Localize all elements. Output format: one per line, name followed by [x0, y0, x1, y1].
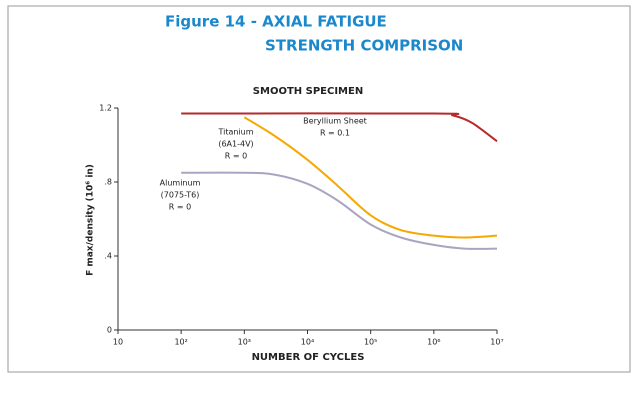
- chart-title: Figure 14 - AXIAL FATIGUE: [165, 13, 387, 31]
- y-axis-label: F max/density (10⁶ in): [86, 164, 96, 276]
- x-tick-label: 10²: [174, 338, 187, 347]
- line-series: [243, 116, 498, 239]
- series-label-detail: R = 0: [169, 203, 191, 212]
- series-label-detail: (7075-T6): [161, 191, 200, 200]
- x-tick-label: 10⁵: [364, 338, 377, 347]
- x-tick-label: 10³: [238, 338, 251, 347]
- chart-subtitle: SMOOTH SPECIMEN: [253, 86, 363, 97]
- series-label-detail: (6A1-4V): [218, 140, 253, 149]
- x-tick-label: 10: [113, 338, 123, 347]
- line-series: [181, 171, 498, 250]
- series-label: Beryllium Sheet: [303, 117, 367, 126]
- y-tick-label: 1.2: [99, 104, 112, 113]
- y-tick-label: .4: [104, 252, 112, 261]
- x-axis-label: NUMBER OF CYCLES: [252, 352, 365, 363]
- x-tick-label: 10⁶: [427, 338, 440, 347]
- chart-title: STRENGTH COMPRISON: [265, 37, 463, 55]
- series-label-detail: R = 0: [225, 152, 247, 161]
- y-tick-label: 0: [107, 326, 112, 335]
- x-tick-label: 10⁷: [490, 338, 503, 347]
- series-label: Aluminum: [160, 179, 201, 188]
- x-tick-label: 10⁴: [301, 338, 314, 347]
- y-tick-label: .8: [104, 178, 112, 187]
- series-label: Titanium: [217, 128, 253, 137]
- line-series: [181, 112, 498, 143]
- series-label-detail: R = 0.1: [320, 129, 350, 138]
